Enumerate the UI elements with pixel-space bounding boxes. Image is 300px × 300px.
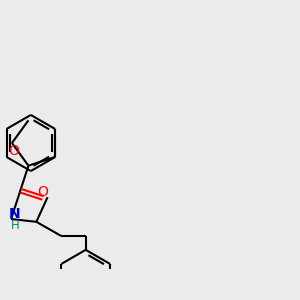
- Text: O: O: [37, 185, 48, 199]
- Text: N: N: [9, 207, 21, 221]
- Text: H: H: [11, 219, 19, 232]
- Text: O: O: [8, 144, 19, 158]
